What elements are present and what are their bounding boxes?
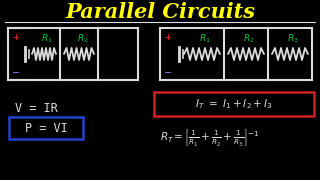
Text: −: − [12, 68, 20, 78]
Text: −: − [164, 68, 172, 78]
Text: Parallel Circuits: Parallel Circuits [65, 2, 255, 22]
Text: +: + [164, 33, 171, 42]
Text: P = VI: P = VI [25, 122, 68, 134]
Text: +: + [12, 33, 19, 42]
Text: $R_2$: $R_2$ [243, 33, 255, 45]
Text: $R_2$: $R_2$ [77, 33, 89, 45]
Text: $R_3$: $R_3$ [287, 33, 299, 45]
Text: V = IR: V = IR [15, 102, 58, 115]
Text: $R_1$: $R_1$ [41, 33, 53, 45]
Text: $R_T = \left[\frac{1}{R_1}+\frac{1}{R_2}+\frac{1}{R_3}\right]^{-1}$: $R_T = \left[\frac{1}{R_1}+\frac{1}{R_2}… [160, 127, 260, 148]
Text: $I_T\ =\ I_1 + I_2+I_3$: $I_T\ =\ I_1 + I_2+I_3$ [195, 97, 273, 111]
Text: $R_1$: $R_1$ [199, 33, 211, 45]
